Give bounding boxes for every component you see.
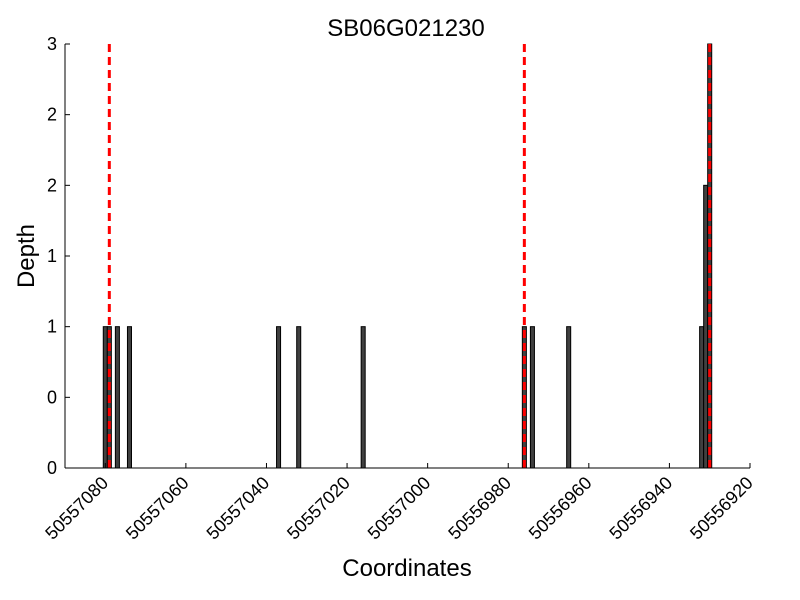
bar — [566, 326, 572, 469]
y-tick-label: 0 — [47, 458, 57, 478]
y-tick-label: 1 — [47, 317, 57, 337]
bar — [114, 326, 120, 469]
x-tick-label: 50556940 — [605, 473, 676, 544]
bar — [703, 184, 709, 469]
chart-title: SB06G021230 — [327, 15, 484, 42]
x-ticks-group: 50557080 50557060 50557040 50557020 50557000… — [41, 463, 757, 544]
y-tick-label: 2 — [47, 175, 57, 195]
x-tick-label: 50557020 — [283, 473, 354, 544]
x-tick-label: 50557040 — [203, 473, 274, 544]
bar — [529, 326, 535, 469]
y-ticks-group: 0 0 1 1 2 2 3 — [47, 34, 70, 478]
y-tick-label: 1 — [47, 246, 57, 266]
x-tick-label: 50557000 — [364, 473, 435, 544]
x-tick-label: 50556980 — [444, 473, 515, 544]
x-axis-label: Coordinates — [342, 555, 471, 582]
bar — [699, 326, 705, 469]
x-tick-label: 50557060 — [122, 473, 193, 544]
bar — [276, 326, 282, 469]
bar — [360, 326, 366, 469]
reference-lines-group — [107, 44, 712, 468]
x-tick-label: 50557080 — [41, 473, 112, 544]
x-tick-label: 50556960 — [525, 473, 596, 544]
y-tick-label: 0 — [47, 387, 57, 407]
bars-group — [102, 43, 713, 469]
bar — [126, 326, 132, 469]
axes-group — [64, 44, 750, 469]
y-tick-label: 2 — [47, 105, 57, 125]
bar — [296, 326, 302, 469]
y-axis-label: Depth — [13, 224, 40, 288]
bar — [102, 326, 108, 469]
y-tick-label: 3 — [47, 34, 57, 54]
x-tick-label: 50556920 — [686, 473, 757, 544]
